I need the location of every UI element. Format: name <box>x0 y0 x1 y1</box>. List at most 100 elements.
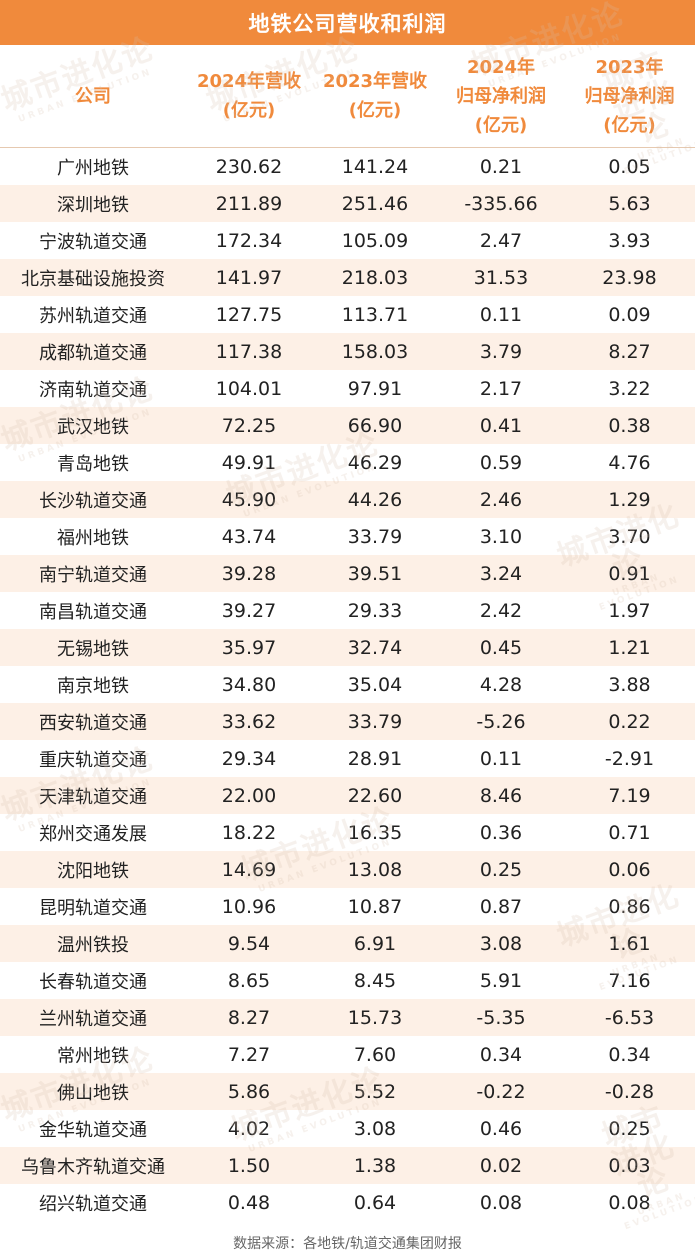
header-profit-2023: 2023年 归母净利润 (亿元) <box>564 45 695 148</box>
profit-2023-cell: 1.97 <box>608 599 651 622</box>
company-name-cell: 南昌轨道交通 <box>39 601 147 623</box>
header-line: 归母净利润 <box>584 85 675 107</box>
header-line: (亿元) <box>348 100 402 121</box>
revenue-2024-cell: 7.27 <box>227 1043 271 1066</box>
profit-2024-cell: 0.45 <box>438 629 564 666</box>
header-line: (亿元) <box>603 114 656 136</box>
revenue-2024-cell: 49.91 <box>221 451 277 474</box>
company-name-cell: 昆明轨道交通 <box>39 897 147 919</box>
revenue-2023-cell: 33.79 <box>312 703 438 740</box>
header-line: (亿元) <box>474 114 528 136</box>
table-body: 广州地铁 230.62 141.24 0.21 0.05 深圳地铁 211.89 251.46… <box>0 148 695 1222</box>
revenue-2023-cell: 7.60 <box>353 1043 397 1066</box>
company-name-cell: 无锡地铁 <box>0 629 186 666</box>
revenue-2024-cell: 5.86 <box>186 1073 312 1110</box>
revenue-2024-cell: 18.22 <box>221 821 277 844</box>
profit-2023-cell: 0.86 <box>608 895 651 918</box>
table-row: 西安轨道交通 33.62 33.79 -5.26 0.22 <box>0 703 695 740</box>
company-name-cell: 宁波轨道交通 <box>39 231 147 253</box>
company-name-cell: 苏州轨道交通 <box>39 305 147 327</box>
table-row: 南宁轨道交通 39.28 39.51 3.24 0.91 <box>0 555 695 592</box>
profit-2023-cell: -2.91 <box>604 747 655 770</box>
revenue-profit-table: 公司 2024年营收 (亿元) 2023年营收 (亿元) 2024年 归母净利润 (亿元) 20… <box>0 45 695 1221</box>
revenue-2024-cell: 72.25 <box>186 407 312 444</box>
header-line: 2024年营收 <box>196 71 302 92</box>
profit-2023-cell: 3.88 <box>608 673 651 696</box>
company-name-cell: 西安轨道交通 <box>0 703 186 740</box>
table-row: 长春轨道交通 8.65 8.45 5.91 7.16 <box>0 962 695 999</box>
header-revenue-2024: 2024年营收 (亿元) <box>186 45 312 148</box>
revenue-2023-cell: 66.90 <box>312 407 438 444</box>
profit-2023-cell: 3.93 <box>608 229 651 252</box>
revenue-2023-cell: 113.71 <box>341 303 409 326</box>
revenue-2023-cell: 33.79 <box>347 525 403 548</box>
profit-2023-cell: -0.28 <box>564 1073 695 1110</box>
table-row: 郑州交通发展 18.22 16.35 0.36 0.71 <box>0 814 695 851</box>
revenue-2023-cell: 28.91 <box>347 747 403 770</box>
table-row: 青岛地铁 49.91 46.29 0.59 4.76 <box>0 444 695 481</box>
revenue-2023-cell: 13.08 <box>312 851 438 888</box>
profit-2023-cell: 0.71 <box>608 821 651 844</box>
revenue-2024-cell: 117.38 <box>186 333 312 370</box>
profit-2023-cell: 3.70 <box>608 525 651 548</box>
revenue-2024-cell: 35.97 <box>186 629 312 666</box>
profit-2023-cell: 3.22 <box>608 377 651 400</box>
profit-2024-cell: 0.46 <box>479 1117 523 1140</box>
revenue-2023-cell: 105.09 <box>341 229 409 252</box>
company-name-cell: 南京地铁 <box>57 675 129 697</box>
profit-2023-cell: 7.16 <box>608 969 651 992</box>
profit-2023-cell: 7.19 <box>564 777 695 814</box>
table-row: 绍兴轨道交通 0.48 0.64 0.08 0.08 <box>0 1184 695 1221</box>
table-row: 金华轨道交通 4.02 3.08 0.46 0.25 <box>0 1110 695 1147</box>
revenue-2024-cell: 8.27 <box>186 999 312 1036</box>
profit-2024-cell: 8.46 <box>438 777 564 814</box>
revenue-2023-cell: 10.87 <box>347 895 403 918</box>
table-row: 兰州轨道交通 8.27 15.73 -5.35 -6.53 <box>0 999 695 1036</box>
profit-2023-cell: 0.06 <box>564 851 695 888</box>
table-header-row: 公司 2024年营收 (亿元) 2023年营收 (亿元) 2024年 归母净利润 (亿元) 20… <box>0 45 695 148</box>
table-row: 成都轨道交通 117.38 158.03 3.79 8.27 <box>0 333 695 370</box>
profit-2023-cell: 0.03 <box>564 1147 695 1184</box>
company-name-cell: 南宁轨道交通 <box>0 555 186 592</box>
company-name-cell: 绍兴轨道交通 <box>39 1193 147 1215</box>
company-name-cell: 武汉地铁 <box>0 407 186 444</box>
revenue-2024-cell: 39.27 <box>221 599 277 622</box>
profit-2024-cell: 0.11 <box>479 747 523 770</box>
revenue-2023-cell: 97.91 <box>347 377 403 400</box>
profit-2023-cell: 1.21 <box>564 629 695 666</box>
profit-2023-cell: 0.91 <box>564 555 695 592</box>
company-name-cell: 郑州交通发展 <box>39 823 147 845</box>
profit-2024-cell: 0.11 <box>479 303 523 326</box>
header-company: 公司 <box>0 45 186 148</box>
profit-2024-cell: 0.21 <box>479 155 523 178</box>
revenue-2024-cell: 8.65 <box>227 969 271 992</box>
company-name-cell: 青岛地铁 <box>57 453 129 475</box>
table-row: 广州地铁 230.62 141.24 0.21 0.05 <box>0 148 695 186</box>
profit-2024-cell: -5.35 <box>438 999 564 1036</box>
profit-2024-cell: 0.08 <box>479 1191 523 1214</box>
profit-2023-cell: 5.63 <box>564 185 695 222</box>
company-name-cell: 常州地铁 <box>57 1045 129 1067</box>
table-row: 北京基础设施投资 141.97 218.03 31.53 23.98 <box>0 259 695 296</box>
revenue-2023-cell: 46.29 <box>347 451 403 474</box>
table-row: 重庆轨道交通 29.34 28.91 0.11 -2.91 <box>0 740 695 777</box>
company-name-cell: 北京基础设施投资 <box>0 259 186 296</box>
table-row: 乌鲁木齐轨道交通 1.50 1.38 0.02 0.03 <box>0 1147 695 1184</box>
profit-2024-cell: 3.24 <box>438 555 564 592</box>
revenue-2023-cell: 15.73 <box>312 999 438 1036</box>
revenue-2024-cell: 0.48 <box>227 1191 271 1214</box>
revenue-2024-cell: 43.74 <box>221 525 277 548</box>
header-line: (亿元) <box>222 100 276 121</box>
data-source-note: 数据来源：各地铁/轨道交通集团财报 <box>233 1236 462 1252</box>
profit-2024-cell: 3.79 <box>438 333 564 370</box>
company-name-cell: 天津轨道交通 <box>0 777 186 814</box>
table-row: 深圳地铁 211.89 251.46 -335.66 5.63 <box>0 185 695 222</box>
company-name-cell: 广州地铁 <box>57 157 129 179</box>
header-profit-2024: 2024年 归母净利润 (亿元) <box>438 45 564 148</box>
company-name-cell: 乌鲁木齐轨道交通 <box>0 1147 186 1184</box>
table-row: 长沙轨道交通 45.90 44.26 2.46 1.29 <box>0 481 695 518</box>
profit-2024-cell: 2.47 <box>479 229 523 252</box>
revenue-2023-cell: 22.60 <box>312 777 438 814</box>
profit-2024-cell: 0.59 <box>479 451 523 474</box>
profit-2024-cell: 2.46 <box>438 481 564 518</box>
